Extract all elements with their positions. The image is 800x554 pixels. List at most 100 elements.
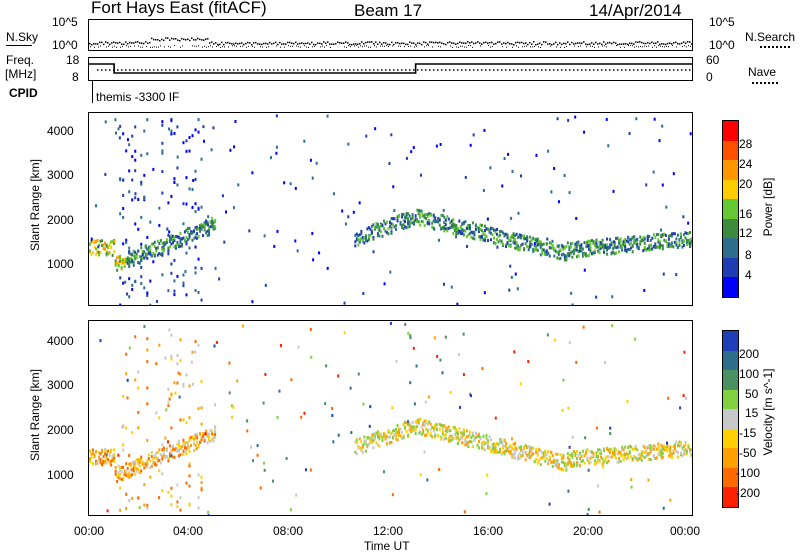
power-cell bbox=[89, 242, 91, 246]
velocity-cell bbox=[606, 455, 609, 459]
power-cell bbox=[569, 245, 572, 249]
velocity-cell bbox=[465, 429, 468, 433]
search-noise-point bbox=[228, 46, 229, 48]
power-cell bbox=[628, 238, 631, 242]
power-cell bbox=[146, 256, 149, 260]
power-cell bbox=[413, 220, 416, 224]
velocity-cell bbox=[182, 382, 185, 386]
velocity-cell bbox=[364, 449, 367, 453]
velocity-cell bbox=[188, 384, 191, 388]
velocity-cell bbox=[530, 449, 533, 453]
sky-noise-point bbox=[661, 43, 663, 45]
velocity-cell bbox=[325, 364, 328, 368]
power-cell bbox=[562, 245, 565, 249]
search-noise-point bbox=[348, 45, 349, 47]
power-cell bbox=[657, 238, 660, 242]
power-cell bbox=[407, 220, 410, 224]
velocity-cell bbox=[422, 428, 425, 432]
velocity-cell bbox=[577, 462, 580, 466]
power-cell bbox=[542, 242, 545, 246]
velocity-cell bbox=[132, 466, 135, 470]
velocity-cell bbox=[176, 500, 179, 504]
velocity-cell bbox=[168, 397, 171, 401]
freq-tick-high: 18 bbox=[66, 53, 80, 67]
power-cell bbox=[194, 128, 197, 132]
velocity-cell bbox=[185, 421, 188, 425]
power-cell bbox=[470, 235, 473, 239]
power-cell bbox=[612, 240, 615, 244]
freq-step-line bbox=[89, 63, 692, 74]
search-noise-point bbox=[106, 46, 107, 48]
sky-noise-point bbox=[303, 42, 305, 45]
power-cell bbox=[505, 243, 508, 247]
power-cell bbox=[161, 251, 164, 255]
power-cell bbox=[563, 246, 566, 250]
search-noise-point bbox=[252, 45, 253, 47]
velocity-cell bbox=[110, 463, 113, 467]
power-cell bbox=[545, 250, 548, 254]
power-cell bbox=[191, 238, 194, 242]
velocity-cell bbox=[562, 453, 565, 457]
power-cell bbox=[185, 240, 188, 244]
velocity-cell bbox=[129, 462, 132, 466]
search-noise-point bbox=[466, 46, 467, 48]
velocity-cell bbox=[376, 433, 379, 437]
velocity-cell bbox=[443, 433, 446, 437]
power-cell bbox=[450, 285, 453, 289]
velocity-cell bbox=[586, 449, 589, 453]
power-cell bbox=[595, 245, 598, 249]
power-cell bbox=[690, 237, 692, 241]
xtick-1: 04:00 bbox=[173, 524, 204, 538]
power-cell bbox=[461, 228, 464, 232]
velocity-cell bbox=[141, 462, 144, 466]
velocity-cell bbox=[624, 456, 627, 460]
power-cell bbox=[453, 223, 456, 227]
power-cell bbox=[612, 247, 615, 251]
velocity-cell bbox=[690, 453, 692, 457]
power-cell bbox=[682, 243, 685, 247]
velocity-panel bbox=[88, 320, 693, 516]
power-cell bbox=[503, 232, 506, 236]
power-cell bbox=[600, 242, 603, 246]
power-cell bbox=[690, 243, 692, 247]
velocity-cell bbox=[587, 507, 590, 511]
velocity-cell bbox=[624, 453, 627, 457]
sky-noise-point bbox=[343, 42, 345, 44]
velocity-cell bbox=[544, 459, 547, 463]
power-cell bbox=[365, 134, 368, 138]
velocity-cell bbox=[107, 458, 110, 462]
power-cell bbox=[574, 242, 577, 246]
power-cell bbox=[530, 242, 533, 246]
velocity-cell bbox=[652, 444, 655, 448]
velocity-cell bbox=[544, 454, 547, 458]
velocity-cell bbox=[550, 450, 553, 454]
velocity-heatmap bbox=[89, 321, 692, 515]
power-cell bbox=[508, 238, 511, 242]
power-cell bbox=[536, 242, 539, 246]
power-cell bbox=[622, 243, 625, 247]
velocity-cell bbox=[672, 444, 675, 448]
search-noise-point bbox=[578, 46, 579, 48]
velocity-cell bbox=[92, 452, 95, 456]
sky-noise-point bbox=[93, 43, 95, 45]
power-cell bbox=[113, 241, 116, 245]
sky-noise-point bbox=[219, 43, 221, 46]
power-cell bbox=[173, 293, 176, 297]
sky-noise-point bbox=[487, 42, 489, 44]
velocity-cell bbox=[595, 455, 598, 459]
velocity-cell bbox=[447, 437, 450, 441]
velocity-cell bbox=[199, 432, 202, 436]
power-cell bbox=[378, 234, 381, 238]
power-cell bbox=[662, 272, 665, 276]
sky-noise-point bbox=[177, 39, 179, 41]
velocity-cell bbox=[194, 447, 197, 451]
velocity-cell bbox=[146, 386, 149, 390]
power-cell bbox=[276, 229, 279, 233]
power-cell bbox=[170, 237, 173, 241]
velocity-cell bbox=[200, 438, 203, 442]
velocity-cell bbox=[453, 433, 456, 437]
velocity-cell bbox=[182, 449, 185, 453]
velocity-cell bbox=[518, 452, 521, 456]
power-cell bbox=[152, 242, 155, 246]
velocity-cell bbox=[392, 435, 395, 439]
